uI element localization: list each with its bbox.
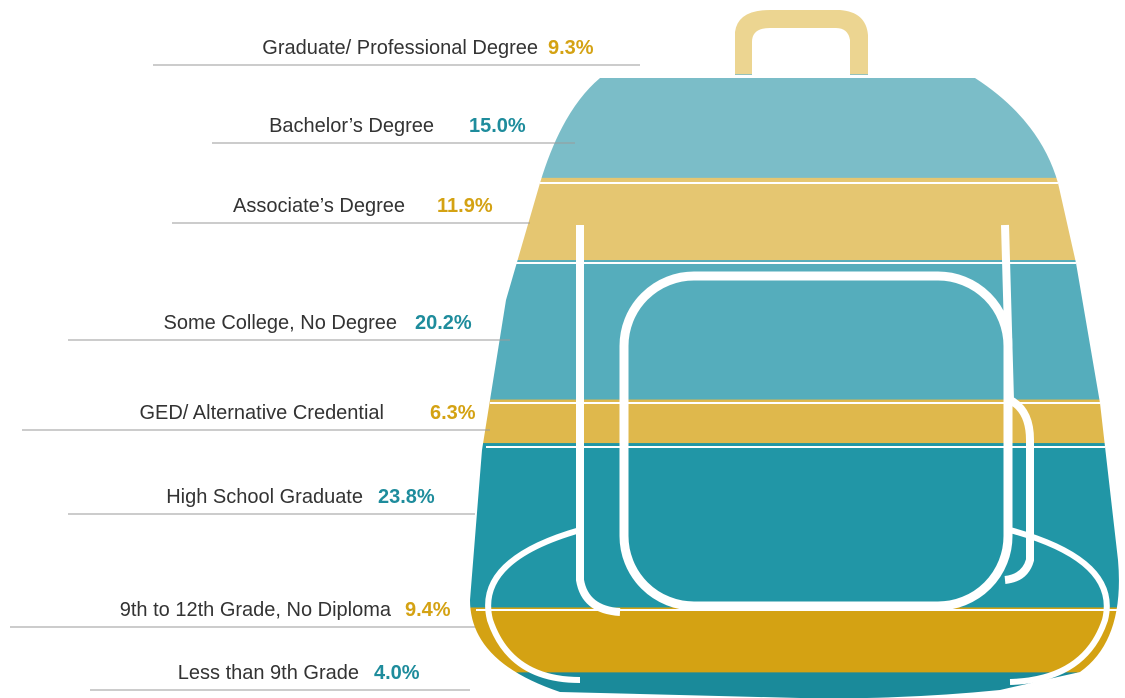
band [470,607,1119,673]
category-label: Less than 9th Grade [178,662,359,684]
category-label: GED/ Alternative Credential [139,402,384,424]
category-label: High School Graduate [166,486,363,508]
value-label: 23.8% [378,486,435,508]
backpack-details [476,182,1120,685]
value-label: 4.0% [374,662,420,684]
category-label: Associate’s Degree [233,195,405,217]
band [470,177,1119,261]
value-label: 15.0% [469,115,526,137]
band [470,74,1119,179]
category-label: Some College, No Degree [164,312,397,334]
value-label: 11.9% [437,195,493,217]
value-label: 6.3% [430,402,476,424]
category-label: Bachelor’s Degree [269,115,434,137]
band [470,260,1119,401]
value-label: 9.3% [548,37,594,59]
band [470,443,1119,608]
backpack [470,10,1119,698]
category-label: Graduate/ Professional Degree [262,37,538,59]
value-label: 20.2% [415,312,472,334]
category-label: 9th to 12th Grade, No Diploma [120,599,392,621]
value-label: 9.4% [405,599,451,621]
